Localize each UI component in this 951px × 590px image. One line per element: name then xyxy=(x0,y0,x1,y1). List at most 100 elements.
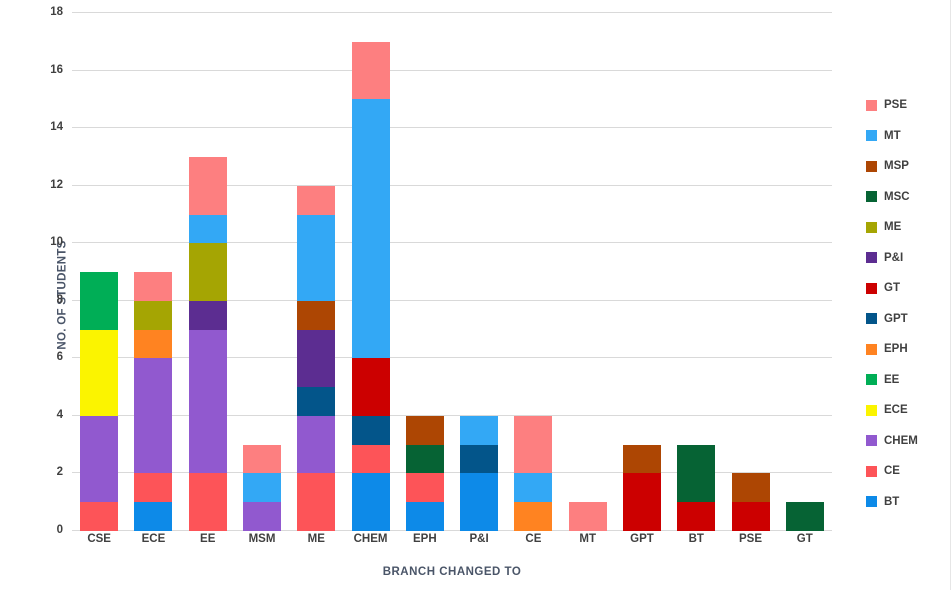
bar-segment[interactable] xyxy=(405,415,444,445)
bar-segment[interactable] xyxy=(188,329,227,474)
bar-segment[interactable] xyxy=(677,502,716,531)
bar-segment[interactable] xyxy=(80,415,119,503)
bar-segment[interactable] xyxy=(405,444,444,474)
legend-item[interactable]: GPT xyxy=(866,304,946,335)
bar-segment[interactable] xyxy=(242,502,281,531)
bar-segment[interactable] xyxy=(297,329,336,388)
stacked-bar[interactable] xyxy=(568,502,607,531)
bar-column[interactable] xyxy=(778,13,832,531)
bar-segment[interactable] xyxy=(134,502,173,531)
gridline: 2 xyxy=(57,466,832,478)
legend-item[interactable]: P&I xyxy=(866,243,946,274)
bar-segment[interactable] xyxy=(622,444,661,474)
bar-segment[interactable] xyxy=(677,444,716,503)
bar-segment[interactable] xyxy=(134,329,173,359)
bar-segment[interactable] xyxy=(297,387,336,416)
bar-column[interactable] xyxy=(343,13,397,531)
bar-segment[interactable] xyxy=(297,415,336,474)
bar-column[interactable] xyxy=(669,13,723,531)
y-axis-tick: 2 xyxy=(56,466,63,479)
bar-segment[interactable] xyxy=(731,502,770,531)
stacked-bar[interactable] xyxy=(677,444,716,531)
bar-segment[interactable] xyxy=(188,214,227,244)
stacked-bar[interactable] xyxy=(405,415,444,531)
legend-label: BT xyxy=(884,495,900,508)
bar-segment[interactable] xyxy=(514,502,553,531)
bar-column[interactable] xyxy=(72,13,126,531)
bar-segment[interactable] xyxy=(460,444,499,474)
stacked-bar[interactable] xyxy=(242,444,281,531)
bar-segment[interactable] xyxy=(351,99,390,359)
bar-segment[interactable] xyxy=(80,329,119,416)
bar-segment[interactable] xyxy=(297,300,336,330)
bar-segment[interactable] xyxy=(80,502,119,531)
legend-item[interactable]: CHEM xyxy=(866,426,946,457)
bar-column[interactable] xyxy=(289,13,343,531)
bar-segment[interactable] xyxy=(188,473,227,531)
bar-segment[interactable] xyxy=(134,358,173,474)
bar-segment[interactable] xyxy=(405,473,444,503)
stacked-bar[interactable] xyxy=(460,415,499,531)
stacked-bar[interactable] xyxy=(80,272,119,531)
bar-column[interactable] xyxy=(723,13,777,531)
bar-column[interactable] xyxy=(506,13,560,531)
bar-segment[interactable] xyxy=(460,473,499,531)
bar-segment[interactable] xyxy=(297,473,336,531)
legend-swatch xyxy=(866,221,877,233)
bar-segment[interactable] xyxy=(134,272,173,301)
legend-item[interactable]: ECE xyxy=(866,395,946,426)
legend-item[interactable]: CE xyxy=(866,456,946,487)
bar-segment[interactable] xyxy=(568,502,607,531)
bar-segment[interactable] xyxy=(405,502,444,531)
bar-segment[interactable] xyxy=(514,415,553,474)
bar-segment[interactable] xyxy=(731,473,770,503)
stacked-bar[interactable] xyxy=(785,502,824,531)
x-axis-tick: PSE xyxy=(739,533,763,545)
legend-item[interactable]: MT xyxy=(866,121,946,152)
bar-segment[interactable] xyxy=(622,473,661,531)
legend-item[interactable]: MSP xyxy=(866,151,946,182)
bar-column[interactable] xyxy=(452,13,506,531)
stacked-bar[interactable] xyxy=(514,415,553,531)
bar-segment[interactable] xyxy=(134,300,173,330)
bar-segment[interactable] xyxy=(297,214,336,301)
legend-item[interactable]: EE xyxy=(866,365,946,396)
bar-segment[interactable] xyxy=(242,444,281,474)
legend-item[interactable]: EPH xyxy=(866,334,946,365)
bar-column[interactable] xyxy=(126,13,180,531)
bar-segment[interactable] xyxy=(460,415,499,445)
x-axis-labels: CSE ECE EE MSM ME CHEM EPH P&I CE MT GPT BT PSE GT xyxy=(72,533,832,545)
bar-segment[interactable] xyxy=(351,415,390,445)
legend-item[interactable]: MSC xyxy=(866,182,946,213)
legend-item[interactable]: BT xyxy=(866,487,946,518)
bar-column[interactable] xyxy=(615,13,669,531)
bar-column[interactable] xyxy=(235,13,289,531)
bar-segment[interactable] xyxy=(351,358,390,416)
legend-item[interactable]: PSE xyxy=(866,90,946,121)
bar-segment[interactable] xyxy=(297,185,336,215)
stacked-bar[interactable] xyxy=(188,156,227,531)
legend-swatch xyxy=(866,130,877,142)
bar-segment[interactable] xyxy=(188,243,227,301)
bar-segment[interactable] xyxy=(351,444,390,474)
legend-item[interactable]: ME xyxy=(866,212,946,243)
legend-label: ECE xyxy=(884,404,908,417)
stacked-bar[interactable] xyxy=(622,444,661,531)
bar-segment[interactable] xyxy=(134,473,173,503)
bar-segment[interactable] xyxy=(514,473,553,503)
bar-segment[interactable] xyxy=(242,473,281,503)
bar-segment[interactable] xyxy=(785,502,824,531)
bar-segment[interactable] xyxy=(80,272,119,330)
bar-segment[interactable] xyxy=(188,300,227,330)
bar-segment[interactable] xyxy=(188,156,227,215)
bar-column[interactable] xyxy=(181,13,235,531)
stacked-bar[interactable] xyxy=(731,473,770,531)
bar-segment[interactable] xyxy=(351,41,390,100)
bar-column[interactable] xyxy=(398,13,452,531)
stacked-bar[interactable] xyxy=(297,185,336,531)
bar-column[interactable] xyxy=(561,13,615,531)
stacked-bar[interactable] xyxy=(134,272,173,531)
stacked-bar[interactable] xyxy=(351,41,390,531)
bar-segment[interactable] xyxy=(351,473,390,531)
legend-item[interactable]: GT xyxy=(866,273,946,304)
